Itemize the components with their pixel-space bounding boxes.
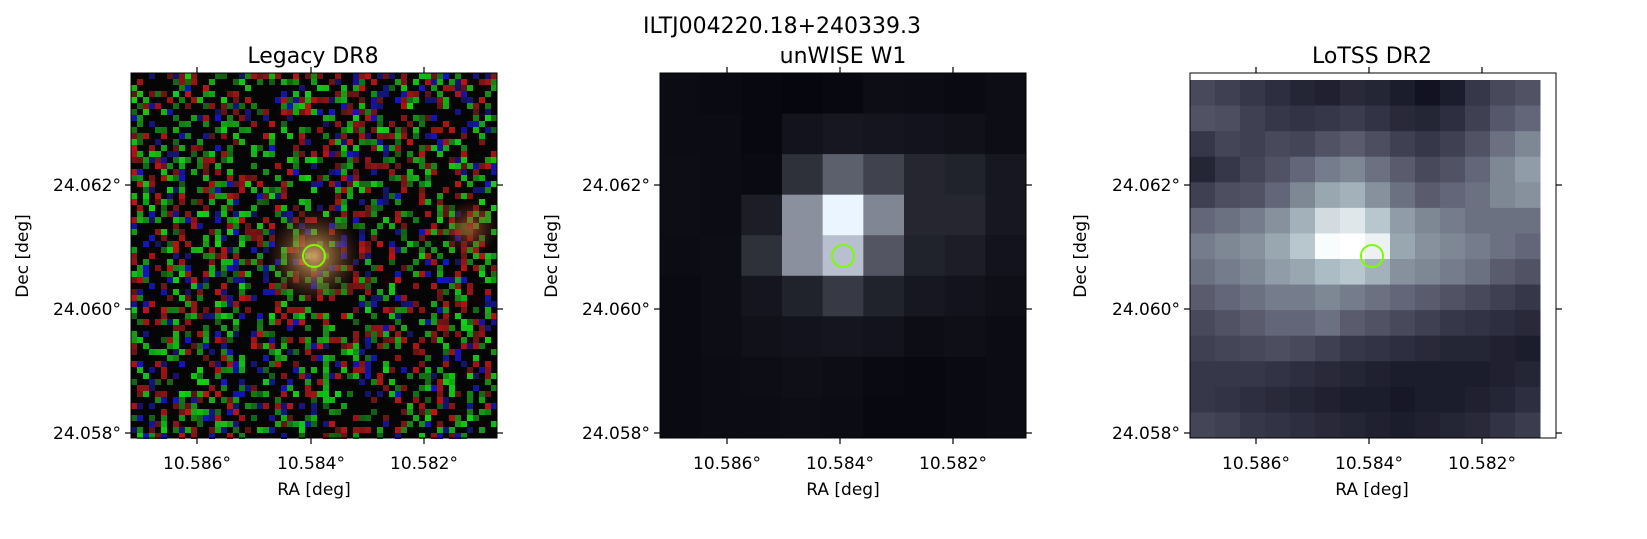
- panel-title: unWISE W1: [780, 44, 907, 69]
- xtick-label: 10.582°: [390, 454, 458, 474]
- ytick-label: 24.062°: [582, 176, 650, 196]
- xtick-label: 10.584°: [1335, 454, 1403, 474]
- y-axis-label: Dec [deg]: [13, 214, 33, 298]
- panel-title: LoTSS DR2: [1312, 44, 1432, 69]
- ticks: [125, 67, 503, 444]
- axes-box: [130, 72, 498, 439]
- panel-unwise: unWISE W1 10.586° 10.584° 10.582° 24.062…: [542, 44, 1032, 500]
- neighbor-glow: [442, 200, 498, 256]
- ytick-label: 24.058°: [1112, 424, 1180, 444]
- image-noise: [131, 73, 497, 439]
- xtick-label: 10.582°: [1448, 454, 1516, 474]
- x-axis-label: RA [deg]: [277, 480, 350, 500]
- x-axis-label: RA [deg]: [806, 480, 879, 500]
- ticks: [1184, 67, 1562, 444]
- ytick-label: 24.058°: [53, 424, 121, 444]
- xtick-label: 10.586°: [163, 454, 231, 474]
- axes-box: [659, 72, 1027, 439]
- axes-box: [1189, 72, 1557, 439]
- ticks: [654, 67, 1032, 444]
- image-pixels: [660, 73, 1027, 439]
- ytick-label: 24.062°: [1112, 176, 1180, 196]
- y-axis-label: Dec [deg]: [1071, 214, 1091, 298]
- ytick-label: 24.058°: [582, 424, 650, 444]
- xtick-label: 10.584°: [806, 454, 874, 474]
- source-marker: [831, 244, 855, 268]
- source-glow: [266, 208, 362, 304]
- panel-legacy: Legacy DR8 10.586° 10.584° 10.582° 24.06…: [13, 44, 503, 500]
- panel-lotss: LoTSS DR2 10.586° 10.584° 10.582° 24.062…: [1071, 44, 1562, 500]
- figure-title: ILTJ004220.18+240339.3: [643, 14, 921, 39]
- ytick-label: 24.062°: [53, 176, 121, 196]
- source-marker: [1360, 244, 1384, 268]
- xtick-label: 10.584°: [277, 454, 345, 474]
- ytick-label: 24.060°: [53, 300, 121, 320]
- source-marker: [302, 244, 326, 268]
- xtick-label: 10.582°: [919, 454, 987, 474]
- y-axis-label: Dec [deg]: [542, 214, 562, 298]
- xtick-label: 10.586°: [693, 454, 761, 474]
- ytick-label: 24.060°: [582, 300, 650, 320]
- panel-title: Legacy DR8: [247, 44, 378, 69]
- image-pixels: [1190, 80, 1541, 439]
- xtick-label: 10.586°: [1222, 454, 1290, 474]
- ytick-label: 24.060°: [1112, 300, 1180, 320]
- x-axis-label: RA [deg]: [1335, 480, 1408, 500]
